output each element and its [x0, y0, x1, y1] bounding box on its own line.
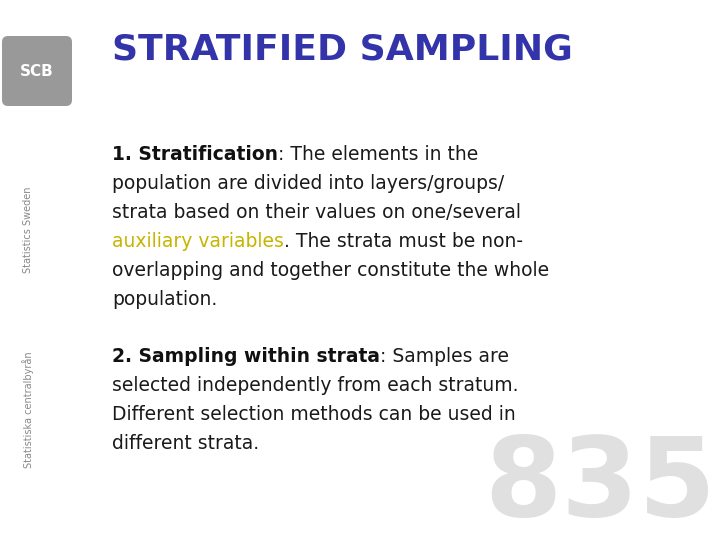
Text: 2. Sampling within strata: 2. Sampling within strata — [112, 347, 380, 366]
Text: SCB: SCB — [20, 64, 54, 78]
Text: Different selection methods can be used in: Different selection methods can be used … — [112, 405, 516, 424]
Text: strata based on their values on one/several: strata based on their values on one/seve… — [112, 203, 521, 222]
Text: Statistiska centralbyrån: Statistiska centralbyrån — [22, 352, 34, 468]
Text: 1. Stratification: 1. Stratification — [112, 145, 278, 164]
Text: Statistics Sweden: Statistics Sweden — [23, 187, 33, 273]
FancyBboxPatch shape — [2, 36, 72, 106]
Text: 835: 835 — [484, 431, 716, 538]
Text: population.: population. — [112, 290, 217, 309]
Text: overlapping and together constitute the whole: overlapping and together constitute the … — [112, 261, 549, 280]
Text: STRATIFIED SAMPLING: STRATIFIED SAMPLING — [112, 33, 572, 67]
Text: : Samples are: : Samples are — [380, 347, 509, 366]
Text: different strata.: different strata. — [112, 434, 259, 453]
Text: : The elements in the: : The elements in the — [278, 145, 478, 164]
Text: auxiliary variables: auxiliary variables — [112, 232, 284, 251]
Text: . The strata must be non-: . The strata must be non- — [284, 232, 523, 251]
Text: population are divided into layers/groups/: population are divided into layers/group… — [112, 174, 504, 193]
Text: selected independently from each stratum.: selected independently from each stratum… — [112, 376, 518, 395]
